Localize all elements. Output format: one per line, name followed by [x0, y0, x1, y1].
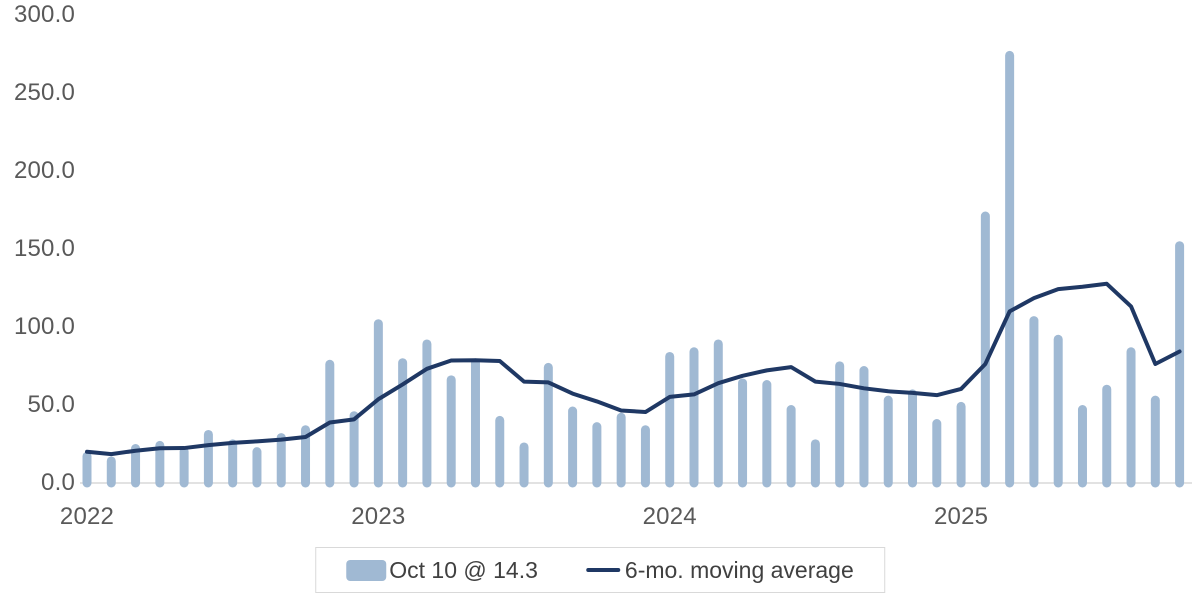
bar-2023-03	[422, 339, 432, 488]
bar-2023-11	[616, 412, 626, 488]
bar-2023-02	[398, 358, 408, 488]
chart-container: 300.0 250.0 200.0 150.0 100.0 50.0 0.0 2022 202…	[13, 1, 1192, 530]
bar-2023-08	[543, 362, 553, 488]
bar-2024-05	[762, 380, 772, 488]
y-axis-tick-label: 0.0	[41, 469, 75, 496]
bar-2022-03	[131, 444, 141, 488]
bar-series-label: Oct 10 @ 14.3	[389, 557, 538, 583]
line-series-label: 6-mo. moving average	[624, 557, 854, 583]
line-series-swatch	[585, 568, 620, 572]
legend: Oct 10 @ 14.3 6-mo. moving average	[315, 547, 885, 593]
bar-2025-06	[1077, 405, 1087, 488]
bar-2025-07	[1102, 384, 1112, 488]
bar-2023-05	[470, 358, 480, 488]
bar-2025-08	[1126, 347, 1136, 488]
legend-item-line-series: 6-mo. moving average	[585, 556, 854, 584]
bar-2025-09	[1150, 395, 1160, 488]
y-axis-tick-label: 150.0	[13, 235, 75, 262]
bar-2024-04	[738, 378, 748, 488]
bar-2022-02	[106, 456, 116, 488]
bar-2023-06	[495, 415, 505, 488]
bar-2023-01	[373, 319, 383, 488]
bar-2025-05	[1053, 334, 1063, 488]
x-axis-tick-label: 2023	[351, 503, 406, 530]
bar-2023-12	[640, 425, 650, 488]
bar-2025-01	[956, 401, 966, 488]
bar-2024-03	[713, 339, 723, 488]
bar-2024-12	[932, 419, 942, 488]
bar-2023-10	[592, 422, 602, 488]
bar-2024-09	[859, 366, 869, 488]
bar-2024-02	[689, 347, 699, 488]
bar-2025-10	[1175, 241, 1185, 488]
bar-2025-02	[980, 211, 990, 488]
bar-2025-03	[1005, 50, 1015, 488]
bar-2022-09	[276, 433, 286, 488]
y-axis-tick-label: 300.0	[13, 1, 75, 28]
bar-2022-12	[349, 411, 359, 488]
bar-2022-01	[82, 451, 92, 488]
bar-2022-07	[228, 439, 238, 488]
y-axis-tick-label: 50.0	[27, 391, 75, 418]
bar-2024-11	[908, 389, 918, 488]
y-axis-tick-label: 200.0	[13, 157, 75, 184]
bar-2022-06	[203, 429, 213, 488]
x-axis-tick-label: 2025	[933, 503, 989, 530]
bar-2022-04	[155, 440, 165, 488]
bar-2023-09	[568, 406, 578, 488]
x-axis-tick-label: 2022	[59, 503, 115, 530]
y-axis-tick-label: 250.0	[13, 79, 75, 106]
bar-2024-01	[665, 351, 675, 488]
y-axis-tick-label: 100.0	[13, 313, 75, 340]
bar-2024-06	[786, 405, 796, 488]
bar-2024-08	[835, 361, 845, 488]
bar-2023-07	[519, 442, 529, 488]
legend-item-bar-series: Oct 10 @ 14.3	[346, 556, 538, 584]
bar-2022-05	[179, 447, 189, 488]
bar-2025-04	[1029, 316, 1039, 488]
bar-2022-08	[252, 447, 262, 488]
bar-2022-10	[301, 425, 311, 488]
bar-2024-07	[810, 439, 820, 488]
bar-series-swatch	[346, 559, 387, 581]
bar-2023-04	[446, 375, 456, 488]
moving-average-line	[85, 281, 1182, 457]
bar-2024-10	[883, 395, 893, 488]
plot-canvas	[80, 50, 1192, 488]
x-axis-tick-label: 2024	[642, 503, 697, 530]
